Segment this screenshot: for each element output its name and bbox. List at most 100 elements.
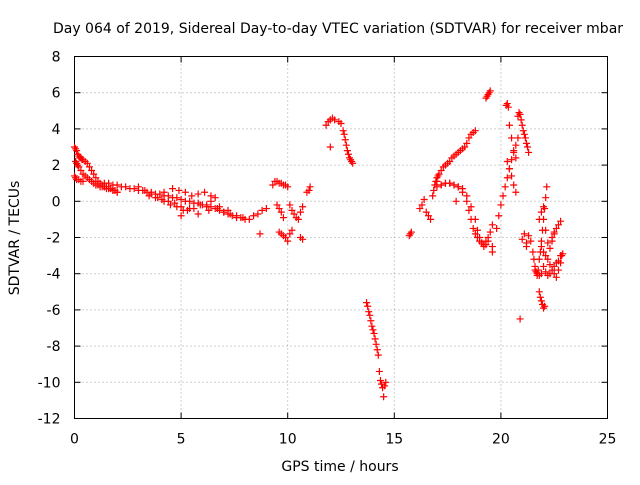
data-point (349, 159, 357, 167)
data-point (473, 234, 481, 241)
data-point (166, 201, 174, 209)
data-point (505, 121, 513, 129)
data-point (514, 134, 522, 142)
data-point (113, 181, 121, 189)
data-point (152, 194, 160, 202)
chart-title: Day 064 of 2019, Sidereal Day-to-day VTE… (53, 21, 623, 37)
data-point (527, 237, 535, 245)
data-point (79, 177, 87, 185)
data-point (437, 181, 445, 189)
data-point (420, 195, 428, 203)
data-point (188, 192, 196, 200)
data-point (72, 174, 80, 182)
data-point (535, 215, 543, 223)
data-point (537, 270, 545, 278)
data-point (516, 110, 524, 118)
data-point (375, 367, 383, 375)
data-point (226, 210, 234, 218)
data-point (294, 215, 302, 223)
data-point (430, 186, 438, 194)
data-point (515, 109, 523, 117)
data-point (525, 148, 533, 156)
data-point (548, 266, 556, 274)
data-point (552, 224, 560, 232)
data-point (482, 237, 490, 245)
data-point (512, 141, 520, 149)
data-point (471, 230, 479, 238)
data-point (497, 201, 505, 209)
y-tick-label: -12 (38, 412, 61, 428)
data-point (337, 119, 345, 127)
data-point (459, 188, 467, 196)
x-tick-label: 0 (70, 432, 79, 448)
data-point (373, 346, 381, 354)
data-point (516, 315, 524, 323)
data-point (92, 174, 100, 182)
data-point (508, 156, 516, 164)
x-tick-label: 15 (385, 432, 403, 448)
data-point (525, 232, 533, 240)
data-point (546, 261, 554, 269)
data-point (288, 226, 296, 234)
data-point (177, 212, 185, 220)
data-point (518, 121, 526, 129)
data-point (450, 181, 458, 189)
data-point (554, 257, 562, 265)
data-point (343, 147, 351, 155)
data-point (269, 181, 277, 189)
data-point (75, 163, 83, 171)
data-point (322, 121, 330, 129)
y-axis-label: SDTVAR / TECUs (7, 181, 23, 296)
data-point (288, 206, 296, 214)
data-point (299, 235, 307, 243)
data-point (282, 234, 290, 241)
data-point (177, 203, 185, 211)
data-point (531, 266, 539, 274)
data-point (186, 197, 194, 205)
data-point (369, 326, 377, 334)
data-point (505, 165, 513, 173)
data-point (381, 382, 389, 390)
data-point (544, 239, 552, 247)
data-point (273, 201, 281, 209)
data-point (158, 195, 166, 203)
data-point (522, 243, 530, 251)
y-tick-label: -8 (47, 339, 61, 355)
data-point (256, 230, 264, 238)
data-point (363, 299, 371, 307)
data-point (130, 185, 138, 193)
y-tick-label: -2 (47, 231, 61, 247)
data-point (374, 351, 382, 359)
data-point (554, 266, 562, 274)
data-point (542, 252, 550, 260)
data-point (554, 221, 562, 229)
data-point (446, 157, 454, 165)
data-point (546, 244, 554, 252)
data-point (541, 302, 549, 310)
data-point (113, 188, 121, 196)
data-point (461, 143, 469, 151)
data-point (277, 208, 285, 216)
data-point (254, 210, 262, 218)
data-point (286, 230, 294, 238)
data-point (446, 179, 454, 187)
x-tick-label: 10 (279, 432, 297, 448)
y-tick-label: -4 (47, 267, 61, 283)
data-point (83, 159, 91, 167)
data-point (427, 215, 435, 223)
data-point (367, 317, 375, 325)
data-point (452, 197, 460, 205)
data-point (471, 127, 479, 135)
grid-lines (74, 56, 608, 419)
data-point (105, 179, 113, 187)
data-point (326, 143, 334, 151)
data-point (73, 147, 81, 155)
y-tick-label: 4 (52, 122, 61, 138)
data-point (284, 237, 292, 245)
data-point (469, 224, 477, 232)
data-point (306, 183, 314, 191)
data-point (517, 116, 525, 124)
data-point (370, 329, 378, 337)
data-point (463, 139, 471, 147)
